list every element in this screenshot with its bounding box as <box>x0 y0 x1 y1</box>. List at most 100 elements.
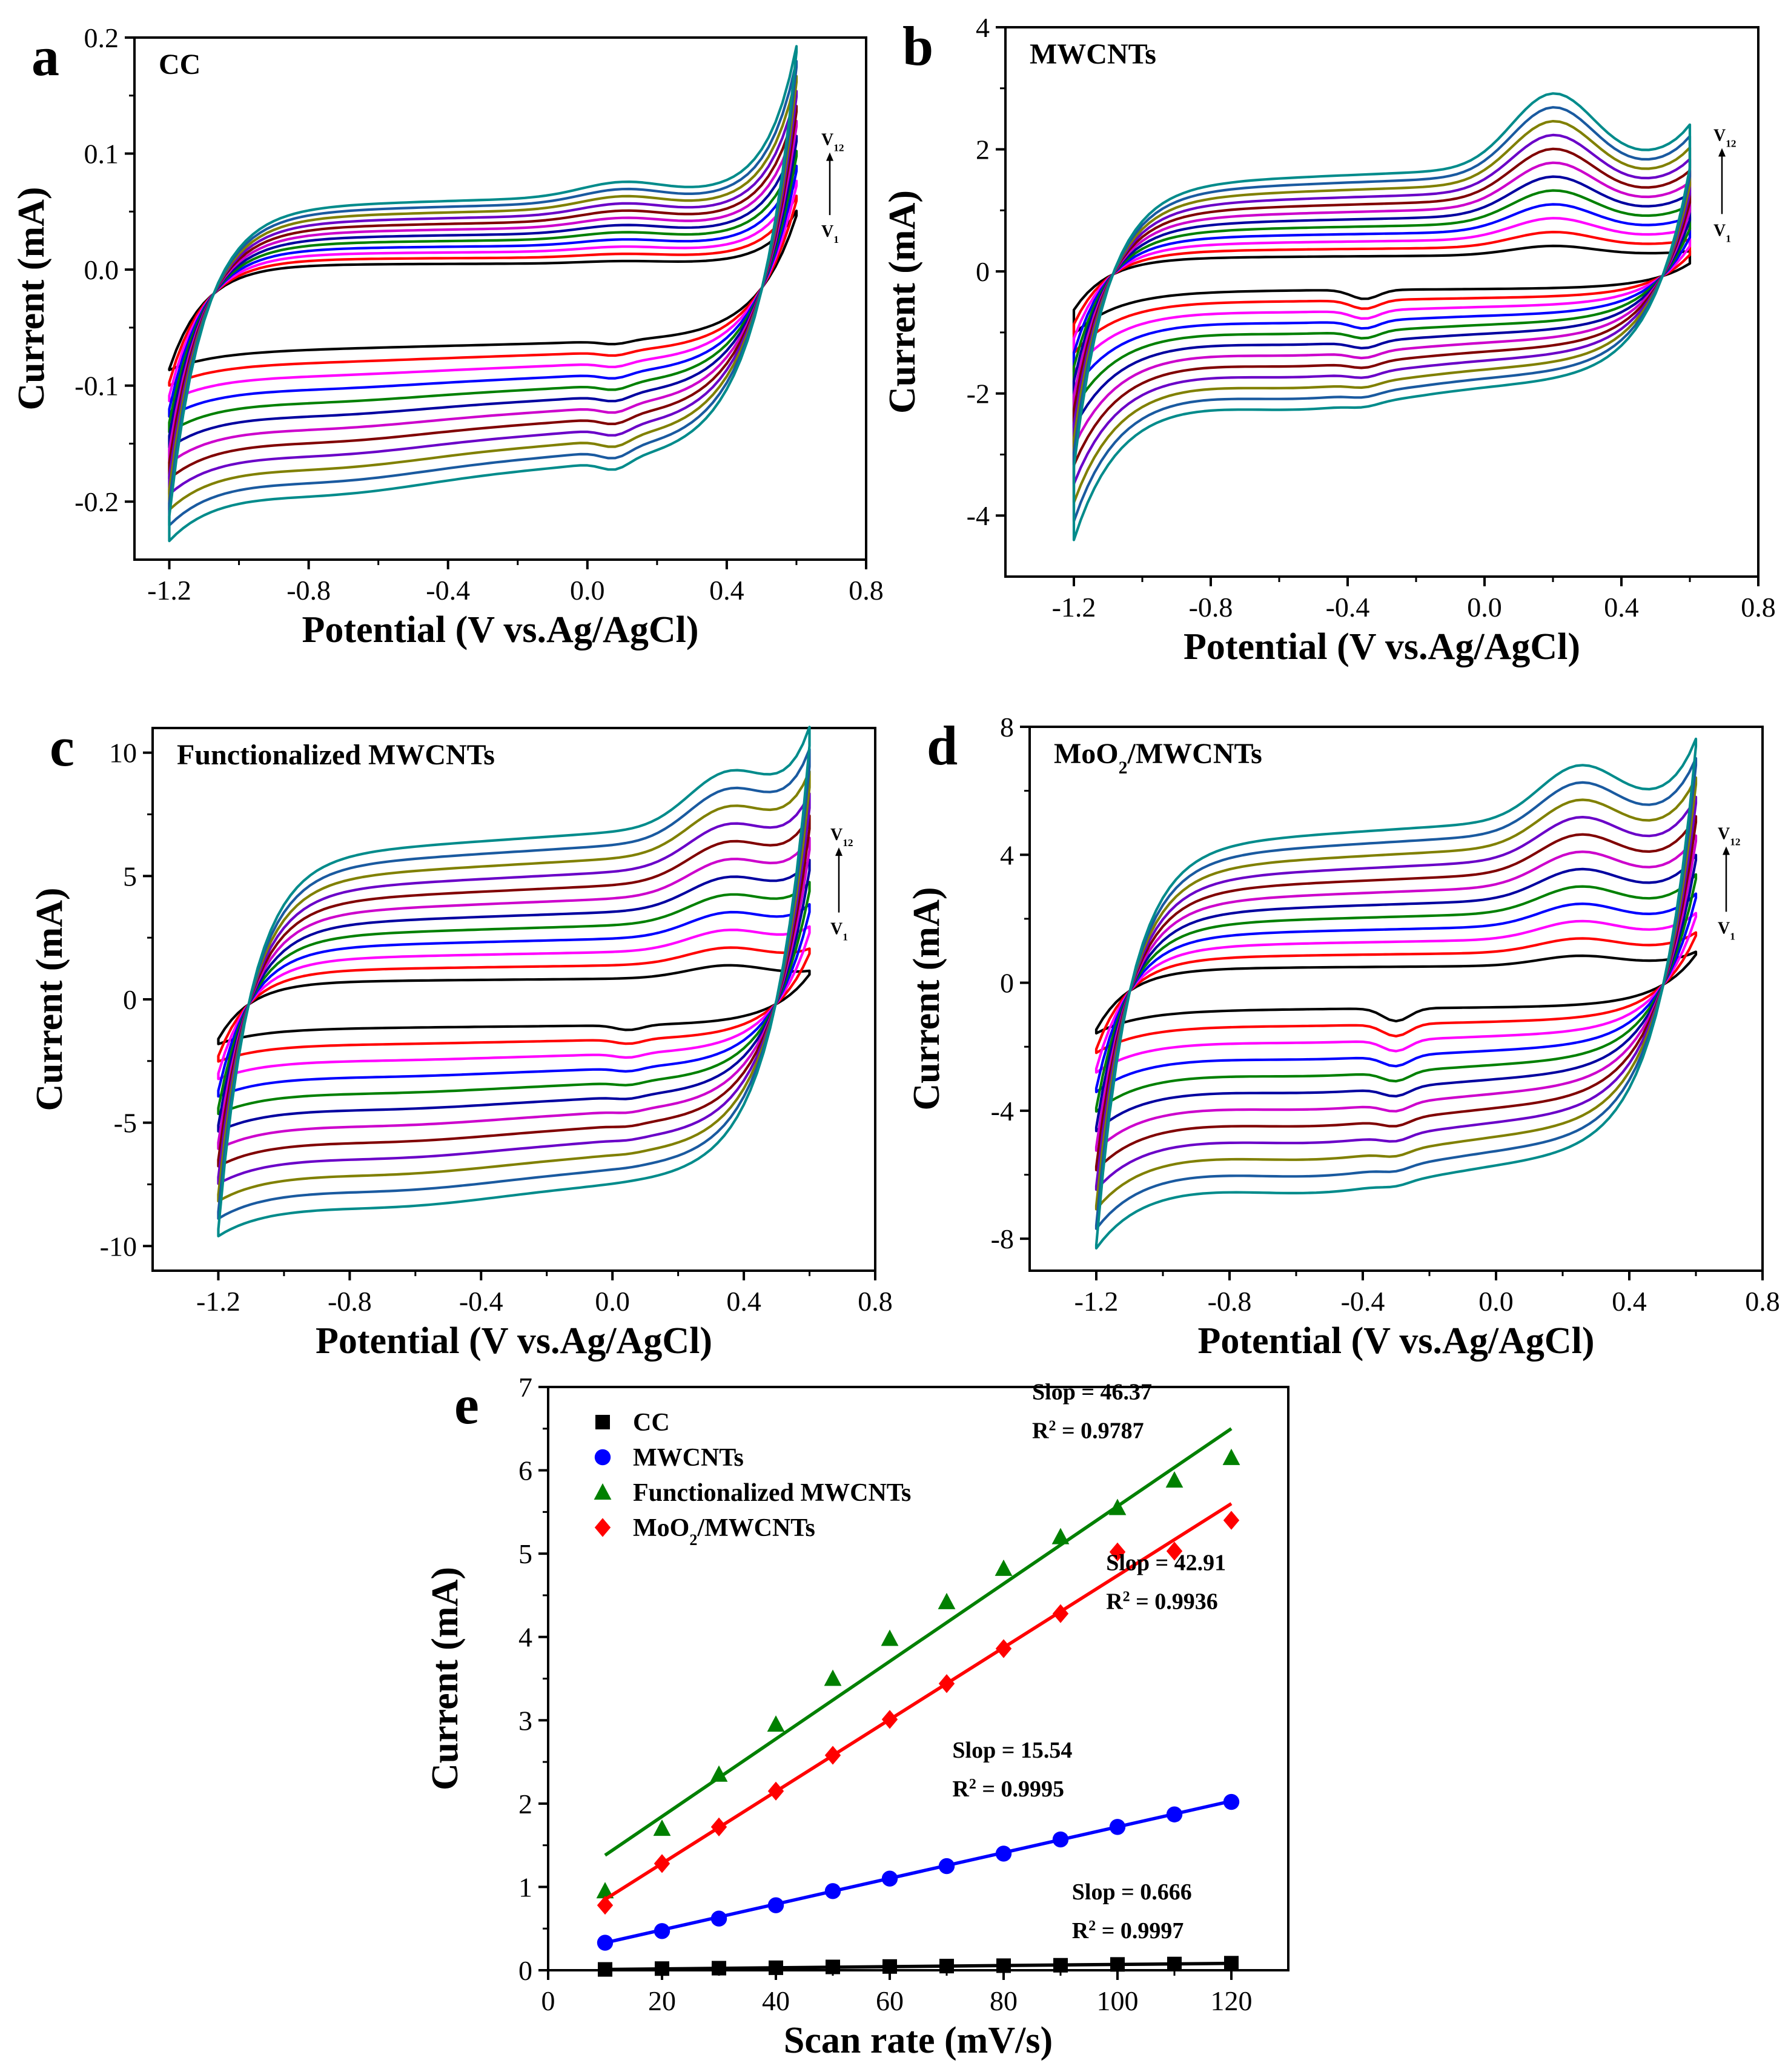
x-tick-label: 120 <box>1211 1985 1253 2016</box>
x-tick-label: 0.8 <box>1741 592 1776 623</box>
data-point <box>1108 1498 1127 1515</box>
x-tick-label: -1.2 <box>1074 1286 1119 1317</box>
y-tick-label: 1 <box>518 1872 532 1902</box>
y-tick-label: 6 <box>518 1455 532 1486</box>
fit-annotation-1: Slop = 15.54 R2 = 0.9995 <box>952 1738 1072 1802</box>
y-tick-label: 5 <box>123 861 137 892</box>
scan-label-bottom: V1 <box>821 222 839 245</box>
data-point <box>712 1961 726 1976</box>
x-tick-label: -0.8 <box>1189 592 1233 623</box>
cv-curve-12 <box>1094 737 1698 1250</box>
panel-label: a <box>31 25 59 87</box>
x-tick-label: 0.0 <box>1478 1286 1514 1317</box>
slope-label: Slop = 15.54 <box>952 1738 1072 1763</box>
fit-line <box>604 1961 1232 1971</box>
series-1 <box>597 1793 1240 1951</box>
y-tick-label: 2 <box>518 1789 532 1819</box>
legend-label: MWCNTs <box>633 1444 744 1472</box>
y-tick-label: 7 <box>518 1372 532 1403</box>
cv-curve-3 <box>1072 217 1692 373</box>
x-tick-label: -0.4 <box>459 1286 503 1317</box>
cv-curve-8 <box>168 105 798 480</box>
cv-curve-12 <box>217 726 811 1237</box>
cv-curve-4 <box>168 164 798 418</box>
r2-label: R2 = 0.9995 <box>952 1776 1064 1802</box>
legend-marker <box>595 1415 610 1429</box>
cv-curve-10 <box>1094 776 1698 1211</box>
x-tick-label: -0.4 <box>1326 592 1370 623</box>
scan-label-top: V12 <box>1718 825 1741 848</box>
data-point <box>1051 1528 1070 1544</box>
y-tick-label: 3 <box>518 1705 532 1736</box>
data-point <box>710 1910 727 1927</box>
cv-curve-9 <box>217 792 811 1185</box>
x-tick-label: 0.4 <box>709 575 744 606</box>
cv-curve-1 <box>1072 244 1692 336</box>
data-point <box>939 1959 954 1974</box>
y-tick-label: 0 <box>976 256 990 287</box>
x-tick-label: -0.4 <box>1341 1286 1385 1317</box>
x-tick-label: 0.8 <box>1745 1286 1780 1317</box>
cv-curve-11 <box>1094 756 1698 1230</box>
data-point <box>824 1746 841 1765</box>
x-axis-label: Potential (V vs.Ag/AgCl) <box>1198 1320 1595 1362</box>
r2-label: R2 = 0.9936 <box>1106 1589 1218 1615</box>
x-tick-label: 0.4 <box>726 1286 761 1317</box>
cv-curve-10 <box>168 74 798 511</box>
scan-arrowhead <box>826 152 833 161</box>
data-point <box>938 1858 955 1875</box>
scan-arrowhead <box>1723 846 1730 855</box>
data-point <box>1167 1956 1182 1971</box>
r2-label: R2 = 0.9787 <box>1032 1418 1144 1444</box>
cv-curves <box>1094 737 1698 1250</box>
data-point <box>1165 1471 1184 1488</box>
y-tick-label: 8 <box>1000 712 1014 743</box>
panel-c: -1.2 -0.8 -0.4 0.0 0.4 0.8 -10 -5 0 5 10 Potential … <box>29 716 893 1362</box>
cv-curve-7 <box>217 836 811 1150</box>
r2-label: R2 = 0.9997 <box>1072 1918 1184 1944</box>
panel-b: -1.2 -0.8 -0.4 0.0 0.4 0.8 -4 -2 0 2 4 Potential (V… <box>882 12 1776 667</box>
cv-curve-8 <box>1072 147 1692 467</box>
data-point <box>654 1923 670 1939</box>
data-point <box>653 1819 671 1836</box>
data-point <box>1222 1448 1240 1465</box>
panel-label: d <box>927 715 958 776</box>
cv-curve-11 <box>1072 106 1692 523</box>
y-tick-label: 0.2 <box>84 22 119 53</box>
x-tick-label: -0.8 <box>1208 1286 1252 1317</box>
x-tick-label: 0.4 <box>1612 1286 1647 1317</box>
panel-e: 0 20 40 60 80 100 120 0 1 2 3 4 5 6 7 Scan rate (mV/s) C… <box>425 1372 1289 2061</box>
data-point <box>826 1959 840 1974</box>
data-point <box>655 1961 669 1976</box>
legend-marker <box>594 1449 611 1466</box>
slope-label: Slop = 46.37 <box>1032 1380 1152 1405</box>
data-point <box>824 1669 842 1686</box>
scan-label-top: V12 <box>1713 127 1736 150</box>
panel-title: CC <box>159 48 200 81</box>
y-tick-label: -10 <box>100 1231 137 1262</box>
cv-curve-7 <box>168 119 798 465</box>
cv-curve-3 <box>1094 912 1698 1074</box>
x-tick-label: -0.8 <box>328 1286 372 1317</box>
legend-label: MoO2/MWCNTs <box>633 1514 815 1549</box>
data-point <box>995 1639 1012 1658</box>
panel-label: e <box>454 1374 479 1435</box>
x-tick-label: 80 <box>990 1985 1018 2016</box>
data-point <box>995 1559 1013 1576</box>
data-point <box>597 1896 614 1915</box>
x-tick-label: 0.0 <box>1467 592 1502 623</box>
cv-curve-12 <box>168 45 798 543</box>
cv-curve-6 <box>217 858 811 1133</box>
data-point <box>824 1883 841 1899</box>
y-tick-label: 10 <box>109 738 137 769</box>
x-tick-label: 0.0 <box>570 575 605 606</box>
data-point <box>1053 1958 1068 1973</box>
x-tick-label: 0.8 <box>858 1286 893 1317</box>
cv-curve-5 <box>1094 873 1698 1113</box>
cv-curve-11 <box>168 60 798 527</box>
y-tick-label: -8 <box>991 1223 1014 1254</box>
data-point <box>1109 1819 1126 1835</box>
data-point <box>881 1710 898 1729</box>
x-tick-label: -1.2 <box>147 575 191 606</box>
